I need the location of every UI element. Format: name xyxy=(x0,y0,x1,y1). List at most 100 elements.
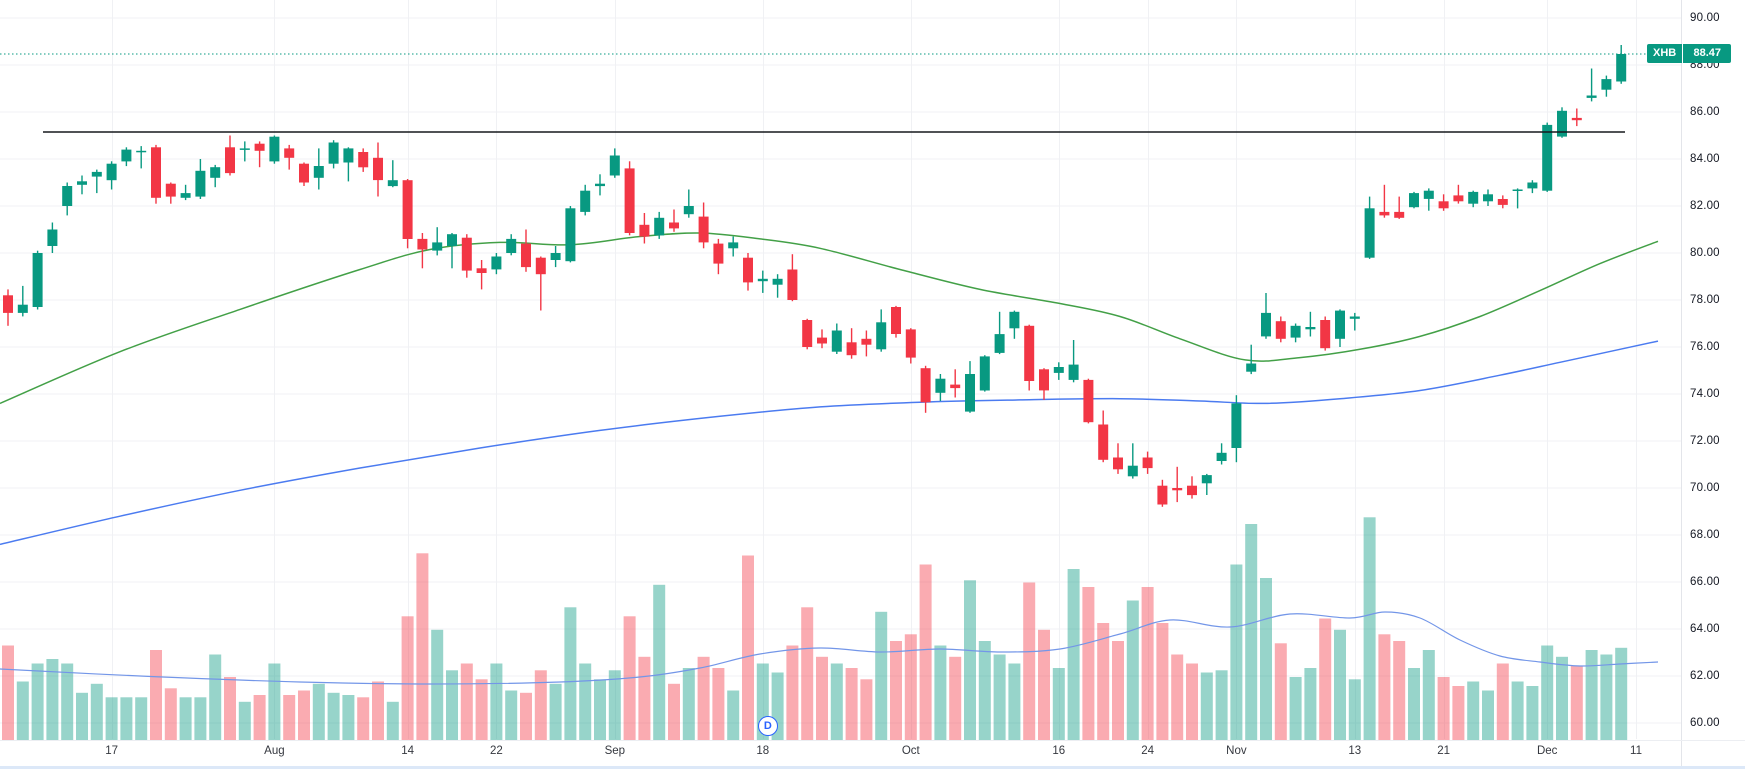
candle[interactable] xyxy=(1290,323,1301,343)
candle[interactable] xyxy=(1098,410,1109,463)
candle[interactable] xyxy=(1201,473,1212,495)
candle[interactable] xyxy=(77,175,87,195)
candle[interactable] xyxy=(1024,324,1035,391)
candle[interactable] xyxy=(1172,466,1183,503)
candle[interactable] xyxy=(3,289,13,326)
candle[interactable] xyxy=(239,141,250,162)
candle[interactable] xyxy=(1231,395,1242,463)
candle[interactable] xyxy=(1349,312,1360,331)
candle[interactable] xyxy=(1216,443,1227,465)
candles[interactable] xyxy=(3,45,1627,507)
candle[interactable] xyxy=(151,144,161,204)
candle[interactable] xyxy=(165,182,176,204)
candle[interactable] xyxy=(136,146,147,169)
candle[interactable] xyxy=(1157,479,1168,507)
candle[interactable] xyxy=(1468,190,1479,208)
candle[interactable] xyxy=(358,148,369,172)
candle[interactable] xyxy=(950,369,961,398)
candle[interactable] xyxy=(313,148,324,190)
candle[interactable] xyxy=(669,209,679,232)
candle[interactable] xyxy=(1275,316,1286,343)
candle[interactable] xyxy=(1453,184,1464,204)
candle[interactable] xyxy=(1305,311,1316,337)
candle[interactable] xyxy=(905,328,916,364)
candle[interactable] xyxy=(476,260,487,290)
candle[interactable] xyxy=(106,161,117,190)
candle[interactable] xyxy=(121,147,132,167)
candle[interactable] xyxy=(1527,180,1538,194)
candle[interactable] xyxy=(373,142,383,197)
candle[interactable] xyxy=(195,159,206,199)
candle[interactable] xyxy=(609,148,620,178)
candle[interactable] xyxy=(698,202,709,249)
candle[interactable] xyxy=(1187,476,1197,499)
candle[interactable] xyxy=(1261,293,1271,339)
candle[interactable] xyxy=(1009,310,1020,339)
candle[interactable] xyxy=(1068,340,1079,383)
candle[interactable] xyxy=(817,329,827,349)
candle[interactable] xyxy=(1438,194,1449,211)
candle[interactable] xyxy=(1512,188,1523,209)
candle[interactable] xyxy=(1039,368,1049,400)
candle[interactable] xyxy=(1246,344,1257,375)
candle[interactable] xyxy=(1053,362,1064,380)
candle[interactable] xyxy=(595,174,605,196)
candle[interactable] xyxy=(846,328,857,359)
candle[interactable] xyxy=(1616,45,1627,84)
candle[interactable] xyxy=(654,211,665,239)
candle[interactable] xyxy=(728,236,739,257)
candle[interactable] xyxy=(1335,309,1345,347)
candle[interactable] xyxy=(180,184,191,201)
candle[interactable] xyxy=(1083,378,1094,424)
candle[interactable] xyxy=(210,164,221,188)
candle[interactable] xyxy=(1379,184,1390,218)
candle[interactable] xyxy=(254,141,265,168)
candle[interactable] xyxy=(1423,188,1434,211)
candle[interactable] xyxy=(979,355,990,392)
candle[interactable] xyxy=(91,169,102,194)
candle[interactable] xyxy=(1497,195,1508,209)
candle[interactable] xyxy=(1601,75,1612,97)
candle[interactable] xyxy=(491,253,502,275)
candle[interactable] xyxy=(1320,316,1331,351)
candle[interactable] xyxy=(580,184,591,216)
candle[interactable] xyxy=(1364,196,1375,259)
candle[interactable] xyxy=(447,233,457,269)
candle[interactable] xyxy=(417,233,428,269)
candle[interactable] xyxy=(639,213,650,244)
candle[interactable] xyxy=(387,160,398,188)
candle[interactable] xyxy=(565,206,576,263)
candle[interactable] xyxy=(1142,451,1153,474)
candle[interactable] xyxy=(1483,189,1493,207)
candle[interactable] xyxy=(743,253,753,291)
candle[interactable] xyxy=(62,182,73,216)
candle[interactable] xyxy=(328,140,339,169)
candle[interactable] xyxy=(876,309,887,352)
candle[interactable] xyxy=(1586,68,1597,102)
candle[interactable] xyxy=(1394,196,1405,219)
candle[interactable] xyxy=(1542,122,1553,192)
candle[interactable] xyxy=(432,227,443,256)
candle[interactable] xyxy=(1571,108,1582,127)
candle[interactable] xyxy=(757,270,768,293)
candle[interactable] xyxy=(831,323,842,355)
ma-slow-line[interactable] xyxy=(0,340,1659,546)
candle[interactable] xyxy=(713,238,724,275)
candle[interactable] xyxy=(802,318,813,350)
candle[interactable] xyxy=(535,256,546,311)
candle[interactable] xyxy=(624,161,635,236)
candle[interactable] xyxy=(1409,191,1419,209)
candle[interactable] xyxy=(402,179,413,249)
candle[interactable] xyxy=(965,361,975,413)
candle[interactable] xyxy=(225,135,235,176)
candle[interactable] xyxy=(17,285,28,317)
candle[interactable] xyxy=(861,330,872,357)
candle[interactable] xyxy=(550,246,561,268)
candle[interactable] xyxy=(1557,107,1567,138)
candle[interactable] xyxy=(269,135,280,164)
candle[interactable] xyxy=(891,305,901,338)
volume-ma-line[interactable] xyxy=(0,611,1659,685)
candle[interactable] xyxy=(1127,443,1138,479)
candle[interactable] xyxy=(461,234,472,278)
